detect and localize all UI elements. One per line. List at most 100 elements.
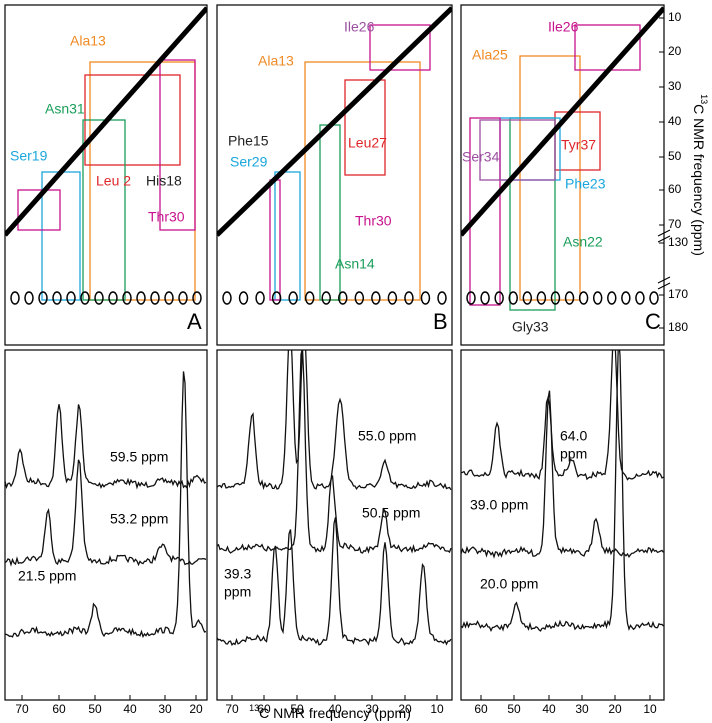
axis-title: 13C NMR frequency (ppm)	[691, 94, 708, 256]
x-tick-label: 10	[430, 702, 444, 716]
peak-contour	[387, 291, 398, 305]
y-tick-label: 170	[668, 287, 688, 301]
correlation-box	[479, 119, 556, 181]
spectrum-2d	[217, 6, 452, 305]
correlation-box	[344, 79, 386, 176]
x-tick-label: 30	[158, 702, 172, 716]
peak-contour	[404, 291, 414, 305]
peak-contour	[536, 291, 547, 305]
assignment-label: Ser19	[10, 148, 48, 164]
axis-title-text: C NMR frequency (ppm)	[691, 104, 707, 256]
y-tick-label: 60	[668, 182, 682, 196]
correlation-box	[159, 59, 196, 231]
panel-label: C	[645, 309, 661, 334]
slice-label: ppm	[224, 584, 251, 600]
correlation-box	[319, 124, 341, 301]
assignment-label: Leu 2	[96, 173, 131, 189]
assignment-label: Asn14	[335, 256, 375, 272]
spectrum-2d	[5, 6, 207, 305]
peak-contour	[271, 291, 282, 305]
peak-contour	[122, 291, 132, 305]
slice-label: 64.0	[560, 428, 587, 444]
x-tick-label: 30	[365, 702, 379, 716]
correlation-box	[41, 171, 81, 301]
slice-label: 53.2 ppm	[110, 511, 168, 527]
peak-contour	[338, 291, 348, 305]
assignment-label: Ala25	[472, 47, 508, 63]
y-tick-label: 10	[668, 10, 682, 24]
peak-contour	[164, 291, 174, 305]
slice-label: 55.0 ppm	[358, 428, 416, 444]
peak-contour	[52, 291, 62, 305]
slice-trace	[217, 350, 452, 491]
x-tick-label: 50	[88, 702, 102, 716]
assignment-label: Ala13	[70, 33, 106, 49]
assignment-label: Ser34	[462, 149, 500, 165]
x-tick-label: 40	[123, 702, 137, 716]
slice-label: ppm	[560, 446, 587, 462]
axis-title-isotope: 13	[699, 94, 709, 104]
x-tick-label: 60	[52, 702, 66, 716]
peak-contour	[178, 291, 188, 305]
slice-trace	[461, 350, 664, 633]
x-tick-label: 50	[507, 702, 521, 716]
panel-frame	[4, 4, 208, 346]
peak-contour	[564, 291, 575, 305]
peak-contour	[607, 291, 617, 305]
peak-contour	[24, 291, 34, 305]
diagonal	[461, 6, 664, 237]
slice-trace	[461, 350, 664, 481]
peak-contour	[222, 291, 232, 305]
x-tick-label: 20	[608, 702, 622, 716]
peak-contour	[494, 291, 504, 305]
correlation-box	[519, 55, 581, 301]
x-tick-label: 70	[15, 702, 29, 716]
correlation-box	[274, 171, 301, 301]
y-tick-label: 50	[668, 149, 682, 163]
peak-contour	[592, 291, 603, 305]
peak-contour	[38, 291, 48, 305]
assignment-label: Phe15	[228, 133, 269, 149]
peak-contour	[578, 291, 589, 305]
axis-title-isotope: 13	[249, 703, 259, 713]
peak-contour	[255, 291, 265, 305]
peak-contour	[550, 291, 561, 305]
correlation-box	[82, 119, 126, 301]
slice-trace	[217, 350, 452, 554]
correlation-box	[369, 24, 431, 71]
peak-contour	[437, 291, 447, 305]
slice-trace	[5, 404, 207, 490]
assignment-label: Gly33	[512, 319, 549, 335]
slice-label: 39.0 ppm	[470, 497, 528, 513]
assignment-label: Phe23	[565, 176, 606, 192]
x-tick-label: 60	[257, 702, 271, 716]
assignment-label: Ile26	[344, 19, 375, 35]
diagonal	[217, 6, 452, 237]
x-tick-label: 20	[189, 702, 203, 716]
assignment-label: Thr30	[355, 213, 392, 229]
slice-trace	[5, 371, 207, 639]
panel-frame	[4, 349, 208, 701]
peak-contour	[192, 291, 202, 305]
assignment-label: Ser29	[230, 154, 268, 170]
peak-contour	[522, 291, 533, 305]
peak-contour	[354, 291, 365, 305]
peak-contour	[288, 291, 298, 305]
peak-contour	[150, 291, 160, 305]
slice-label: 39.3	[224, 566, 251, 582]
correlation-box	[499, 117, 561, 181]
peak-contour	[480, 291, 490, 305]
y-tick-label: 70	[668, 217, 682, 231]
assignment-label: Asn31	[45, 101, 85, 117]
peak-contour	[136, 291, 146, 305]
x-tick-label: 70	[225, 702, 239, 716]
spectrum-2d	[461, 6, 664, 311]
peak-contour	[94, 291, 104, 305]
assignment-label: Tyr37	[561, 137, 596, 153]
peak-contour	[371, 291, 381, 305]
peak-contour	[321, 291, 331, 305]
slice-trace	[217, 517, 452, 646]
assignment-label: His18	[146, 173, 182, 189]
x-tick-label: 30	[575, 702, 589, 716]
diagonal	[5, 6, 207, 237]
